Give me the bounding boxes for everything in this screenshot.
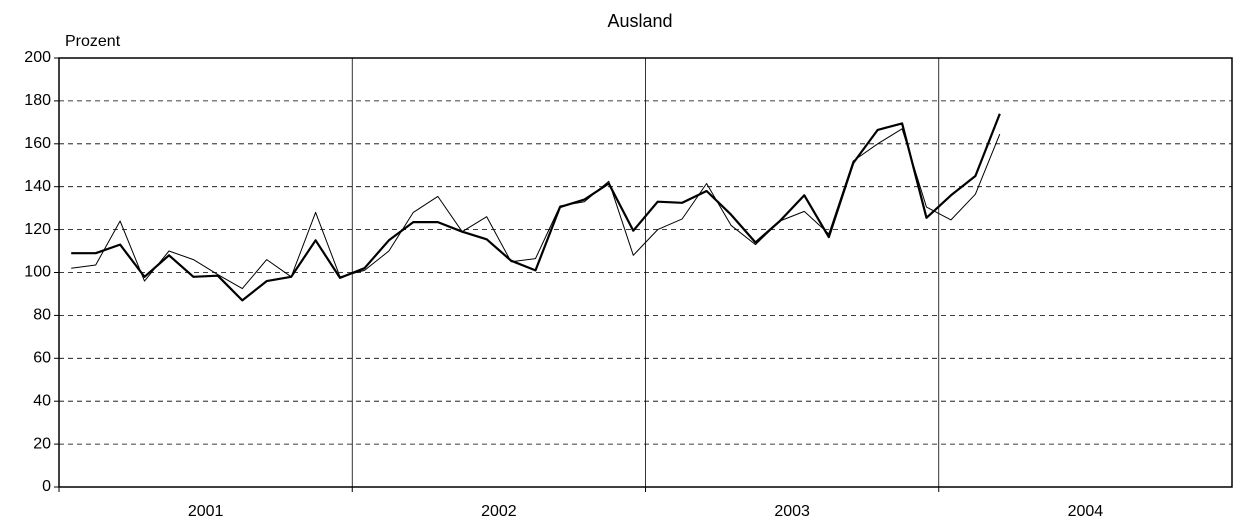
y-tick-label: 100 xyxy=(24,264,51,281)
y-tick-label: 20 xyxy=(33,435,51,452)
y-tick-label: 160 xyxy=(24,135,51,152)
series-line xyxy=(71,113,1001,302)
y-tick-label: 80 xyxy=(33,307,51,324)
y-axis-label: Prozent xyxy=(65,33,121,50)
y-tick-label: 60 xyxy=(33,350,51,367)
chart-title: Ausland xyxy=(607,11,672,31)
x-tick-label: 2003 xyxy=(774,503,810,520)
y-tick-label: 120 xyxy=(24,221,51,238)
y-tick-label: 140 xyxy=(24,178,51,195)
x-tick-label: 2004 xyxy=(1068,503,1104,520)
x-tick-label: 2002 xyxy=(481,503,517,520)
x-tick-label: 2001 xyxy=(188,503,224,520)
y-tick-label: 0 xyxy=(42,478,51,495)
y-tick-label: 40 xyxy=(33,392,51,409)
y-tick-label: 180 xyxy=(24,92,51,109)
y-tick-label: 200 xyxy=(24,49,51,66)
